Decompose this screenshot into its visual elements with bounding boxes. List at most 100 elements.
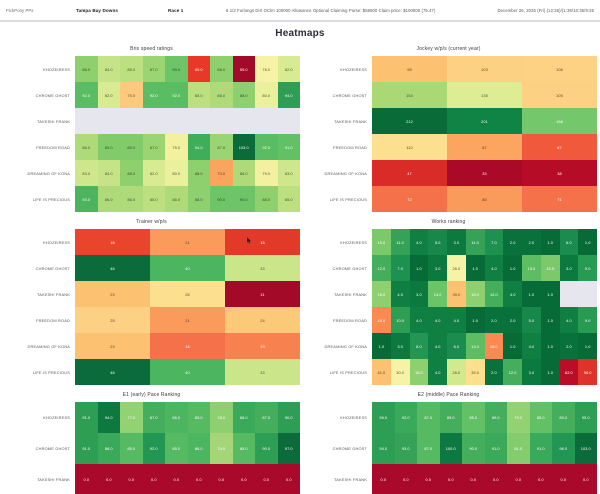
- heatmap-cell[interactable]: 38: [522, 160, 597, 186]
- heatmap-cell[interactable]: 0.0: [120, 464, 143, 494]
- heatmap-cell[interactable]: 88.0: [210, 56, 233, 82]
- heatmap-cell[interactable]: 87: [447, 134, 522, 160]
- heatmap-cell[interactable]: 1.0: [409, 255, 429, 281]
- heatmap-cell[interactable]: 79.0: [255, 160, 278, 186]
- heatmap-cell[interactable]: 3.0: [447, 229, 466, 255]
- heatmap-cell[interactable]: 39.0: [447, 281, 466, 307]
- heatmap-cell[interactable]: 16: [75, 229, 150, 255]
- heatmap-cell[interactable]: 7.0: [484, 229, 504, 255]
- heatmap-cell[interactable]: 0.0: [574, 464, 597, 494]
- heatmap-cell[interactable]: 5.0: [522, 307, 541, 333]
- heatmap-cell[interactable]: 2.0: [484, 307, 504, 333]
- heatmap-cell[interactable]: 4.0: [390, 281, 410, 307]
- heatmap-cell[interactable]: 1.0: [540, 281, 560, 307]
- heatmap-cell[interactable]: 0.0: [484, 464, 507, 494]
- heatmap-cell[interactable]: 110: [372, 134, 447, 160]
- heatmap-cell[interactable]: 91.0: [75, 402, 98, 433]
- heatmap-cell[interactable]: 4.0: [559, 307, 579, 333]
- heatmap-cell[interactable]: 90.0: [232, 186, 255, 212]
- heatmap-cell[interactable]: 86.0: [120, 186, 143, 212]
- heatmap-cell[interactable]: 89.0: [552, 402, 575, 433]
- heatmap-cell[interactable]: 88.0: [97, 433, 120, 464]
- heatmap-cell[interactable]: 19: [225, 333, 300, 359]
- heatmap-cell[interactable]: 90.0: [210, 186, 233, 212]
- heatmap-cell[interactable]: 91.0: [75, 433, 98, 464]
- heatmap-cell[interactable]: 0.0: [210, 464, 233, 494]
- heatmap-cell[interactable]: 87.0: [255, 402, 278, 433]
- heatmap-cell[interactable]: 12.0: [484, 281, 504, 307]
- heatmap-cell[interactable]: 103.0: [574, 433, 597, 464]
- heatmap-cell[interactable]: 82.0: [277, 56, 300, 82]
- heatmap-cell[interactable]: 0.0: [439, 464, 462, 494]
- heatmap-cell[interactable]: 86.0: [165, 186, 188, 212]
- heatmap-cell[interactable]: 91.0: [277, 134, 300, 160]
- heatmap-cell[interactable]: 0.0: [394, 464, 417, 494]
- heatmap-cell-empty[interactable]: [277, 108, 300, 134]
- heatmap-cell[interactable]: 1.0: [503, 333, 522, 359]
- heatmap-cell[interactable]: 0.0: [507, 464, 530, 494]
- heatmap-cell[interactable]: 0.0: [462, 464, 485, 494]
- heatmap-cell[interactable]: 80.0: [255, 82, 278, 108]
- heatmap-cell[interactable]: 0.0: [232, 464, 255, 494]
- heatmap-cell[interactable]: 98: [372, 56, 447, 82]
- heatmap-cell[interactable]: 3.0: [559, 255, 579, 281]
- heatmap-cell[interactable]: 1.0: [540, 229, 560, 255]
- heatmap-cell[interactable]: 33: [225, 255, 300, 281]
- heatmap-cell[interactable]: 90.0: [277, 402, 300, 433]
- heatmap-cell[interactable]: 40: [150, 255, 225, 281]
- heatmap-cell[interactable]: 135: [447, 82, 522, 108]
- heatmap-cell[interactable]: 88.0: [232, 82, 255, 108]
- heatmap-cell-empty[interactable]: [255, 108, 278, 134]
- heatmap-cell[interactable]: 1.0: [372, 333, 391, 359]
- heatmap-cell[interactable]: 33: [447, 160, 522, 186]
- heatmap-cell[interactable]: 94.0: [372, 433, 395, 464]
- heatmap-cell[interactable]: 33: [225, 359, 300, 385]
- heatmap-cell[interactable]: 87.0: [417, 433, 440, 464]
- heatmap-cell[interactable]: 0.0: [187, 464, 210, 494]
- heatmap-cell[interactable]: 0.0: [529, 464, 552, 494]
- heatmap-cell[interactable]: 85.0: [120, 56, 143, 82]
- heatmap-cell[interactable]: 4.0: [428, 359, 447, 385]
- heatmap-cell[interactable]: 3.0: [409, 281, 429, 307]
- heatmap-cell[interactable]: 11.0: [465, 229, 485, 255]
- heatmap-cell-empty[interactable]: [187, 108, 210, 134]
- heatmap-cell[interactable]: 103: [447, 56, 522, 82]
- heatmap-cell[interactable]: 0.0: [277, 464, 300, 494]
- heatmap-cell[interactable]: 62.0: [559, 359, 579, 385]
- heatmap-cell[interactable]: 24: [225, 307, 300, 333]
- heatmap-cell[interactable]: 6.0: [559, 229, 579, 255]
- heatmap-cell[interactable]: 74.0: [210, 433, 233, 464]
- heatmap-cell[interactable]: 25: [75, 307, 150, 333]
- heatmap-cell[interactable]: 7.0: [390, 255, 410, 281]
- heatmap-cell[interactable]: 0.0: [97, 464, 120, 494]
- heatmap-cell[interactable]: 9.0: [578, 307, 597, 333]
- heatmap-cell[interactable]: 71: [522, 186, 597, 212]
- heatmap-cell[interactable]: 85.0: [187, 82, 210, 108]
- heatmap-cell[interactable]: 4.0: [428, 307, 447, 333]
- heatmap-cell[interactable]: 21: [150, 229, 225, 255]
- heatmap-cell[interactable]: 60.0: [187, 56, 210, 82]
- heatmap-cell[interactable]: 97.0: [277, 433, 300, 464]
- heatmap-cell[interactable]: 11: [225, 281, 300, 307]
- heatmap-cell[interactable]: 40: [150, 359, 225, 385]
- heatmap-cell[interactable]: 16.0: [465, 281, 485, 307]
- heatmap-cell[interactable]: 86.0: [97, 186, 120, 212]
- heatmap-cell[interactable]: 86.0: [210, 82, 233, 108]
- heatmap-cell[interactable]: 82.0: [142, 160, 165, 186]
- heatmap-cell[interactable]: 2.0: [503, 229, 522, 255]
- heatmap-cell[interactable]: 87.0: [210, 134, 233, 160]
- heatmap-cell[interactable]: 16.0: [372, 281, 391, 307]
- heatmap-cell[interactable]: 12.0: [503, 359, 522, 385]
- heatmap-cell[interactable]: 16.0: [409, 359, 429, 385]
- heatmap-cell[interactable]: 55.0: [232, 56, 255, 82]
- heatmap-cell[interactable]: 2.0: [522, 229, 541, 255]
- heatmap-cell[interactable]: 85.0: [187, 402, 210, 433]
- heatmap-cell[interactable]: 26: [150, 281, 225, 307]
- heatmap-cell[interactable]: 87.0: [142, 134, 165, 160]
- heatmap-cell[interactable]: 0.0: [417, 464, 440, 494]
- heatmap-cell[interactable]: 86.0: [75, 134, 98, 160]
- heatmap-cell[interactable]: 75.0: [120, 82, 143, 108]
- heatmap-cell[interactable]: 92.0: [142, 82, 165, 108]
- heatmap-cell[interactable]: 18: [150, 333, 225, 359]
- heatmap-cell[interactable]: 1.0: [578, 333, 597, 359]
